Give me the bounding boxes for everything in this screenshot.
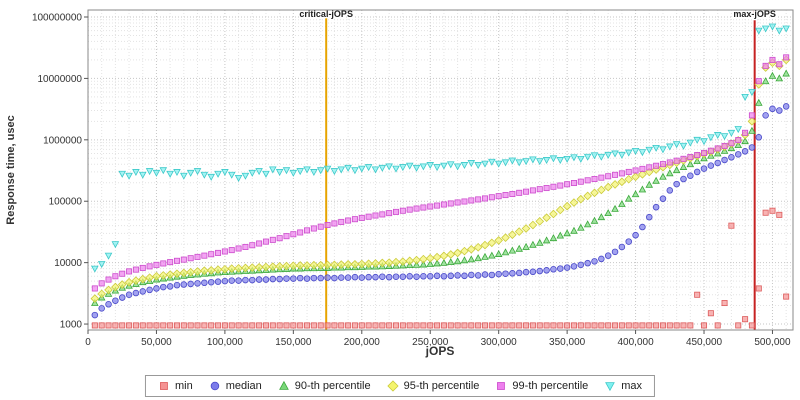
svg-text:0: 0: [85, 337, 91, 348]
svg-text:350,000: 350,000: [549, 337, 586, 348]
90-th-percentile-marker-icon: [278, 380, 289, 390]
legend-item-median: median: [209, 380, 262, 392]
svg-text:400,000: 400,000: [617, 337, 654, 348]
legend-label: max: [621, 380, 643, 392]
annotation-lines: critical-jOPS max-jOPS: [298, 8, 777, 330]
svg-text:200,000: 200,000: [344, 337, 381, 348]
svg-text:50,000: 50,000: [141, 337, 172, 348]
legend-item-min: min: [158, 380, 193, 392]
chart-plot: critical-jOPS max-jOPS 0 50,000 100,000 150,0…: [5, 8, 794, 358]
svg-text:10000: 10000: [54, 258, 82, 269]
legend-label: 95-th percentile: [403, 380, 480, 392]
svg-text:150,000: 150,000: [275, 337, 312, 348]
svg-text:250,000: 250,000: [412, 337, 449, 348]
max-marker-icon: [605, 382, 616, 392]
95-th-percentile-marker-icon: [386, 380, 399, 392]
series-99-th-percentile: [91, 54, 790, 292]
svg-text:500,000: 500,000: [754, 337, 791, 348]
legend-label: median: [225, 380, 262, 392]
svg-text:300,000: 300,000: [481, 337, 518, 348]
legend-item-99-th-percentile: 99-th percentile: [495, 380, 588, 392]
legend-item-max: max: [604, 380, 642, 392]
legend-item-90-th-percentile: 90-th percentile: [278, 380, 371, 392]
legend-label: 90-th percentile: [294, 380, 371, 392]
min-marker-icon: [160, 382, 168, 390]
svg-text:100000000: 100000000: [32, 12, 82, 23]
y-axis-ticks: 1000 10000 100000 1000000 10000000 100000000: [32, 12, 88, 331]
x-axis-title: jOPS: [425, 344, 455, 358]
99-th-percentile-marker-icon: [497, 382, 506, 390]
svg-text:1000: 1000: [60, 320, 83, 331]
plot-border: [87, 9, 794, 331]
svg-text:100,000: 100,000: [207, 337, 244, 348]
annotation-label-max-jOPS: max-jOPS: [733, 9, 776, 19]
svg-text:100000: 100000: [49, 197, 83, 208]
legend-label: min: [174, 380, 193, 392]
series-max: [91, 23, 790, 273]
series-median: [91, 103, 790, 319]
chart-legend: min median 90-th percentile 95-th percentil…: [144, 375, 656, 397]
svg-text:1000000: 1000000: [43, 135, 82, 146]
legend-label: 99-th percentile: [512, 380, 589, 392]
y-axis-title: Response time, usec: [5, 115, 17, 224]
legend-item-95-th-percentile: 95-th percentile: [386, 380, 480, 392]
x-axis-ticks: 0 50,000 100,000 150,000 200,000 250,000 300,0…: [85, 330, 791, 348]
annotation-label-critical-jOPS: critical-jOPS: [299, 9, 353, 19]
median-marker-icon: [210, 381, 219, 391]
svg-text:10000000: 10000000: [38, 74, 83, 85]
svg-text:450,000: 450,000: [686, 337, 723, 348]
series-min: [91, 207, 790, 329]
